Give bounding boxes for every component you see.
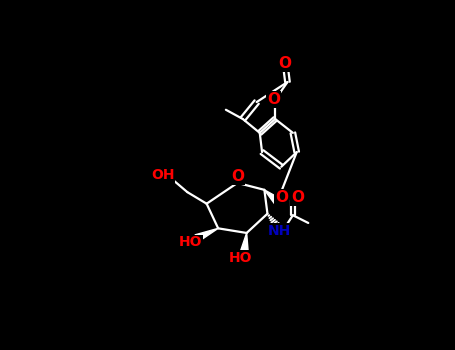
Text: O: O [291,190,304,205]
Text: HO: HO [229,251,252,265]
Text: O: O [278,56,292,71]
Text: NH: NH [268,224,291,238]
Polygon shape [241,233,248,252]
Text: O: O [275,190,288,205]
Polygon shape [195,228,218,242]
Text: HO: HO [179,235,202,249]
Polygon shape [264,190,280,204]
Text: OH: OH [151,168,174,182]
Text: O: O [231,169,244,184]
Text: O: O [267,92,280,107]
